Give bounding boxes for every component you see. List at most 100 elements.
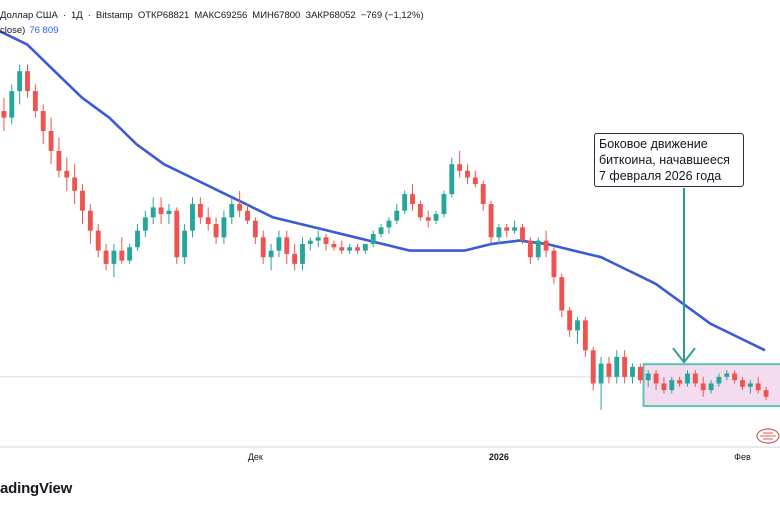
header-low: МИН67800 xyxy=(252,10,301,21)
candle-body xyxy=(520,227,525,241)
candle-body xyxy=(315,237,321,241)
candle-body xyxy=(25,71,30,92)
candle-body xyxy=(347,247,353,251)
candle xyxy=(111,243,117,278)
candle-body xyxy=(56,150,62,171)
candle-body xyxy=(268,250,274,258)
tradingview-logo: adingView xyxy=(0,480,73,497)
candle-body xyxy=(425,217,431,221)
header-high: МАКС69256 xyxy=(194,10,248,21)
moving-average-line xyxy=(0,30,766,352)
candle xyxy=(135,224,140,251)
header-separator-2: · xyxy=(87,10,91,21)
candle-body xyxy=(119,250,125,261)
candle-body xyxy=(465,170,470,178)
candle-body xyxy=(724,373,730,377)
candle-body xyxy=(559,277,565,311)
x-tick-label: 2026 xyxy=(489,452,509,462)
candle-body xyxy=(221,217,227,238)
candle xyxy=(315,230,321,248)
candle xyxy=(567,307,573,337)
candle-body xyxy=(488,204,494,238)
candle-body xyxy=(64,170,70,178)
candle-body xyxy=(700,383,706,391)
candle-body xyxy=(716,376,722,384)
candle-body xyxy=(394,210,400,221)
candle xyxy=(339,240,345,254)
candle xyxy=(543,230,549,258)
candle-body xyxy=(339,247,345,251)
x-tick-label: Фев xyxy=(734,452,751,462)
candle xyxy=(370,230,376,248)
candle-body xyxy=(669,380,675,391)
candle xyxy=(268,243,274,271)
candle-body xyxy=(323,237,329,244)
candle xyxy=(410,184,415,211)
candle-body xyxy=(661,383,667,391)
candle xyxy=(590,346,596,391)
header-pair: Доллар США xyxy=(0,10,58,21)
candle xyxy=(1,97,7,131)
candle xyxy=(504,224,510,238)
candle xyxy=(142,210,148,238)
candle xyxy=(606,356,612,384)
candle xyxy=(355,243,360,254)
candle xyxy=(245,204,250,224)
candle xyxy=(276,230,282,258)
candle-body xyxy=(480,184,486,205)
candle xyxy=(362,243,368,254)
candle-body xyxy=(355,247,360,251)
candle xyxy=(551,247,557,284)
candle xyxy=(17,64,23,105)
candle xyxy=(512,220,518,234)
candle xyxy=(637,363,643,384)
candle xyxy=(417,200,423,221)
candle-body xyxy=(213,224,219,238)
candle xyxy=(480,180,486,211)
candle-body xyxy=(740,380,745,387)
candle-body xyxy=(300,243,305,264)
candle xyxy=(747,380,753,394)
candle xyxy=(182,224,188,264)
candle xyxy=(527,237,533,264)
header-exchange: Bitstamp xyxy=(95,10,133,21)
candle-body xyxy=(127,247,133,261)
candle xyxy=(645,370,651,387)
x-tick-label: Дек xyxy=(248,452,263,462)
candle-body xyxy=(417,204,423,218)
candle xyxy=(582,317,588,357)
candle-body xyxy=(472,177,478,185)
candle-body xyxy=(142,217,148,231)
candle-body xyxy=(307,240,313,244)
candle-body xyxy=(32,91,38,112)
candle-body xyxy=(598,363,604,384)
candle-body xyxy=(512,227,518,231)
candle-body xyxy=(40,111,46,131)
indicator-value: 76 809 xyxy=(29,25,59,36)
candle xyxy=(300,237,305,271)
candle xyxy=(402,190,408,215)
candle-body xyxy=(685,373,690,384)
candle xyxy=(103,243,109,271)
candle xyxy=(763,386,769,401)
candle-body xyxy=(378,227,384,234)
candle-body xyxy=(410,194,415,205)
candle xyxy=(559,273,565,318)
candle-body xyxy=(284,237,290,254)
candle-body xyxy=(614,356,620,377)
candle-body xyxy=(747,383,753,387)
candle-body xyxy=(677,380,683,384)
candle-body xyxy=(17,71,23,92)
candle-body xyxy=(331,243,337,248)
candle xyxy=(630,363,635,384)
annotation-arrow-head xyxy=(672,347,696,364)
header-close: ЗАКР68052 xyxy=(305,10,356,21)
candle xyxy=(669,376,675,394)
candle-body xyxy=(229,204,235,218)
candle xyxy=(127,243,133,264)
candle xyxy=(433,210,439,224)
candle xyxy=(331,240,337,251)
candle-body xyxy=(582,320,588,351)
candle-body xyxy=(527,240,533,258)
